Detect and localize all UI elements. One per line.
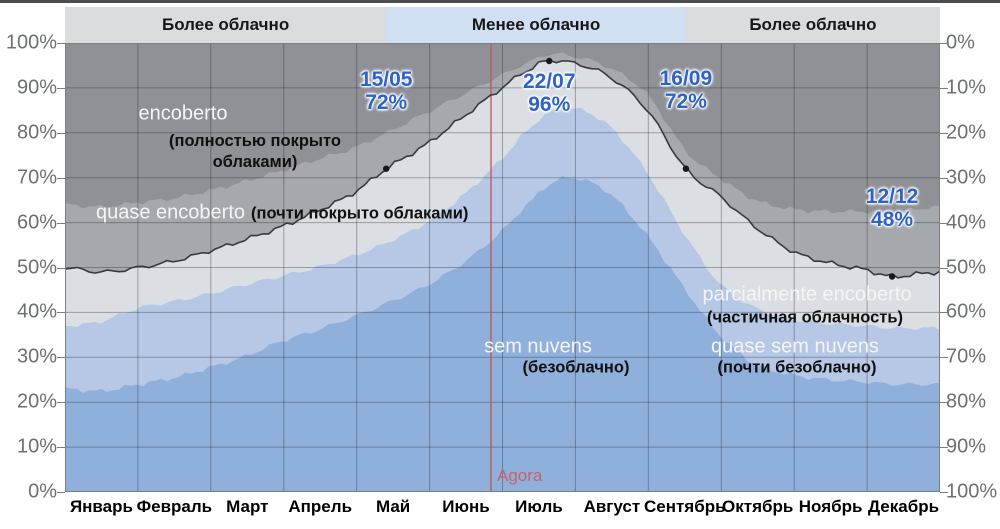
axis-tick <box>940 43 948 44</box>
y-tick-label: 80% <box>946 390 987 413</box>
x-tick-month: Апрель <box>288 497 353 516</box>
axis-tick <box>940 132 948 134</box>
x-tick-month: Сентябрь <box>643 497 726 516</box>
y-tick-label: 100% <box>5 31 57 54</box>
axis-tick <box>57 43 65 44</box>
x-tick-month: Август <box>583 497 641 516</box>
axis-tick <box>57 222 65 224</box>
header-more-cloudy-right: Более облачно <box>685 7 940 43</box>
y-tick-label: 60% <box>946 300 987 323</box>
y-tick-label: 10% <box>16 435 57 458</box>
y-tick-label: 60% <box>16 211 57 234</box>
cloudiness-header-band: Более облачно Менее облачно Более облачн… <box>65 7 940 43</box>
x-tick-month: Январь <box>69 497 133 516</box>
axis-tick <box>57 177 65 179</box>
axis-tick <box>940 222 948 224</box>
plot-area[interactable]: encoberto (полностью покрыто облаками) q… <box>65 43 940 492</box>
axis-tick <box>57 267 65 269</box>
axis-tick <box>940 492 948 493</box>
y-tick-label: 20% <box>16 390 57 413</box>
x-tick-month: Февраль <box>136 497 213 516</box>
axis-tick <box>57 402 65 404</box>
header-less-cloudy: Менее облачно <box>386 7 686 43</box>
y-tick-label: 70% <box>16 166 57 189</box>
axis-tick <box>57 312 65 314</box>
axis-tick <box>940 87 948 89</box>
x-tick-month: Октябрь <box>722 497 794 516</box>
y-tick-label: 90% <box>16 76 57 99</box>
y-tick-label: 50% <box>16 256 57 278</box>
y-tick-label: 10% <box>946 76 987 99</box>
axis-tick <box>57 87 65 89</box>
stacked-area-svg <box>65 43 940 492</box>
y-tick-label: 80% <box>16 121 57 144</box>
window-top-border <box>0 0 1000 3</box>
axis-tick <box>57 447 65 449</box>
axis-tick <box>57 357 65 359</box>
x-tick-month: Декабрь <box>867 497 940 516</box>
y-tick-label: 0% <box>28 480 57 503</box>
y-tick-label: 0% <box>946 31 975 54</box>
y-tick-label: 30% <box>16 345 57 368</box>
axis-tick <box>940 447 948 449</box>
y-tick-label: 40% <box>946 211 987 234</box>
axis-tick <box>940 267 948 269</box>
y-tick-label: 100% <box>946 480 998 503</box>
axis-tick <box>940 177 948 179</box>
axis-tick <box>57 492 65 493</box>
y-tick-label: 30% <box>946 166 987 189</box>
y-tick-label: 90% <box>946 435 987 458</box>
x-tick-month: Июнь <box>442 497 490 516</box>
axis-tick <box>57 132 65 134</box>
y-tick-label: 20% <box>946 121 987 144</box>
x-tick-month: Май <box>375 497 411 516</box>
y-tick-label: 40% <box>16 300 57 323</box>
x-tick-month: Март <box>226 497 269 516</box>
y-tick-label: 50% <box>946 256 987 278</box>
y-tick-label: 70% <box>946 345 987 368</box>
axis-tick <box>940 402 948 404</box>
x-tick-month: Ноябрь <box>798 497 863 516</box>
axis-tick <box>940 312 948 314</box>
axis-tick <box>940 357 948 359</box>
header-more-cloudy-left: Более облачно <box>65 7 387 43</box>
x-tick-month: Июль <box>515 497 563 516</box>
